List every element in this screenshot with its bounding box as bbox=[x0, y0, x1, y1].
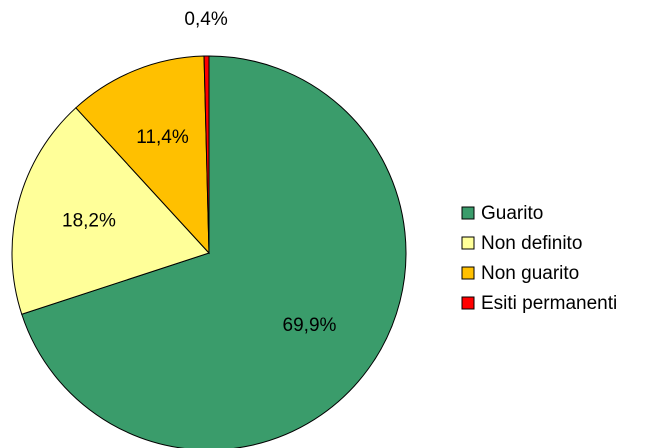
data-label: 18,2% bbox=[62, 211, 116, 232]
legend-label: Non guarito bbox=[481, 263, 579, 284]
pie-slice bbox=[203, 55, 210, 254]
data-label: 69,9% bbox=[283, 315, 337, 336]
legend-swatch bbox=[461, 296, 475, 310]
legend-swatch bbox=[461, 236, 475, 250]
pie-slice bbox=[11, 107, 210, 315]
pie-slice bbox=[21, 55, 407, 448]
legend-swatch bbox=[461, 266, 475, 280]
data-label: 11,4% bbox=[136, 127, 189, 148]
legend-label: Non definito bbox=[481, 233, 582, 254]
legend-swatch bbox=[461, 206, 475, 220]
legend-label: Esiti permanenti bbox=[481, 293, 617, 314]
legend-label: Guarito bbox=[481, 203, 543, 224]
data-label: 0,4% bbox=[184, 9, 227, 30]
pie-slice bbox=[75, 55, 210, 255]
